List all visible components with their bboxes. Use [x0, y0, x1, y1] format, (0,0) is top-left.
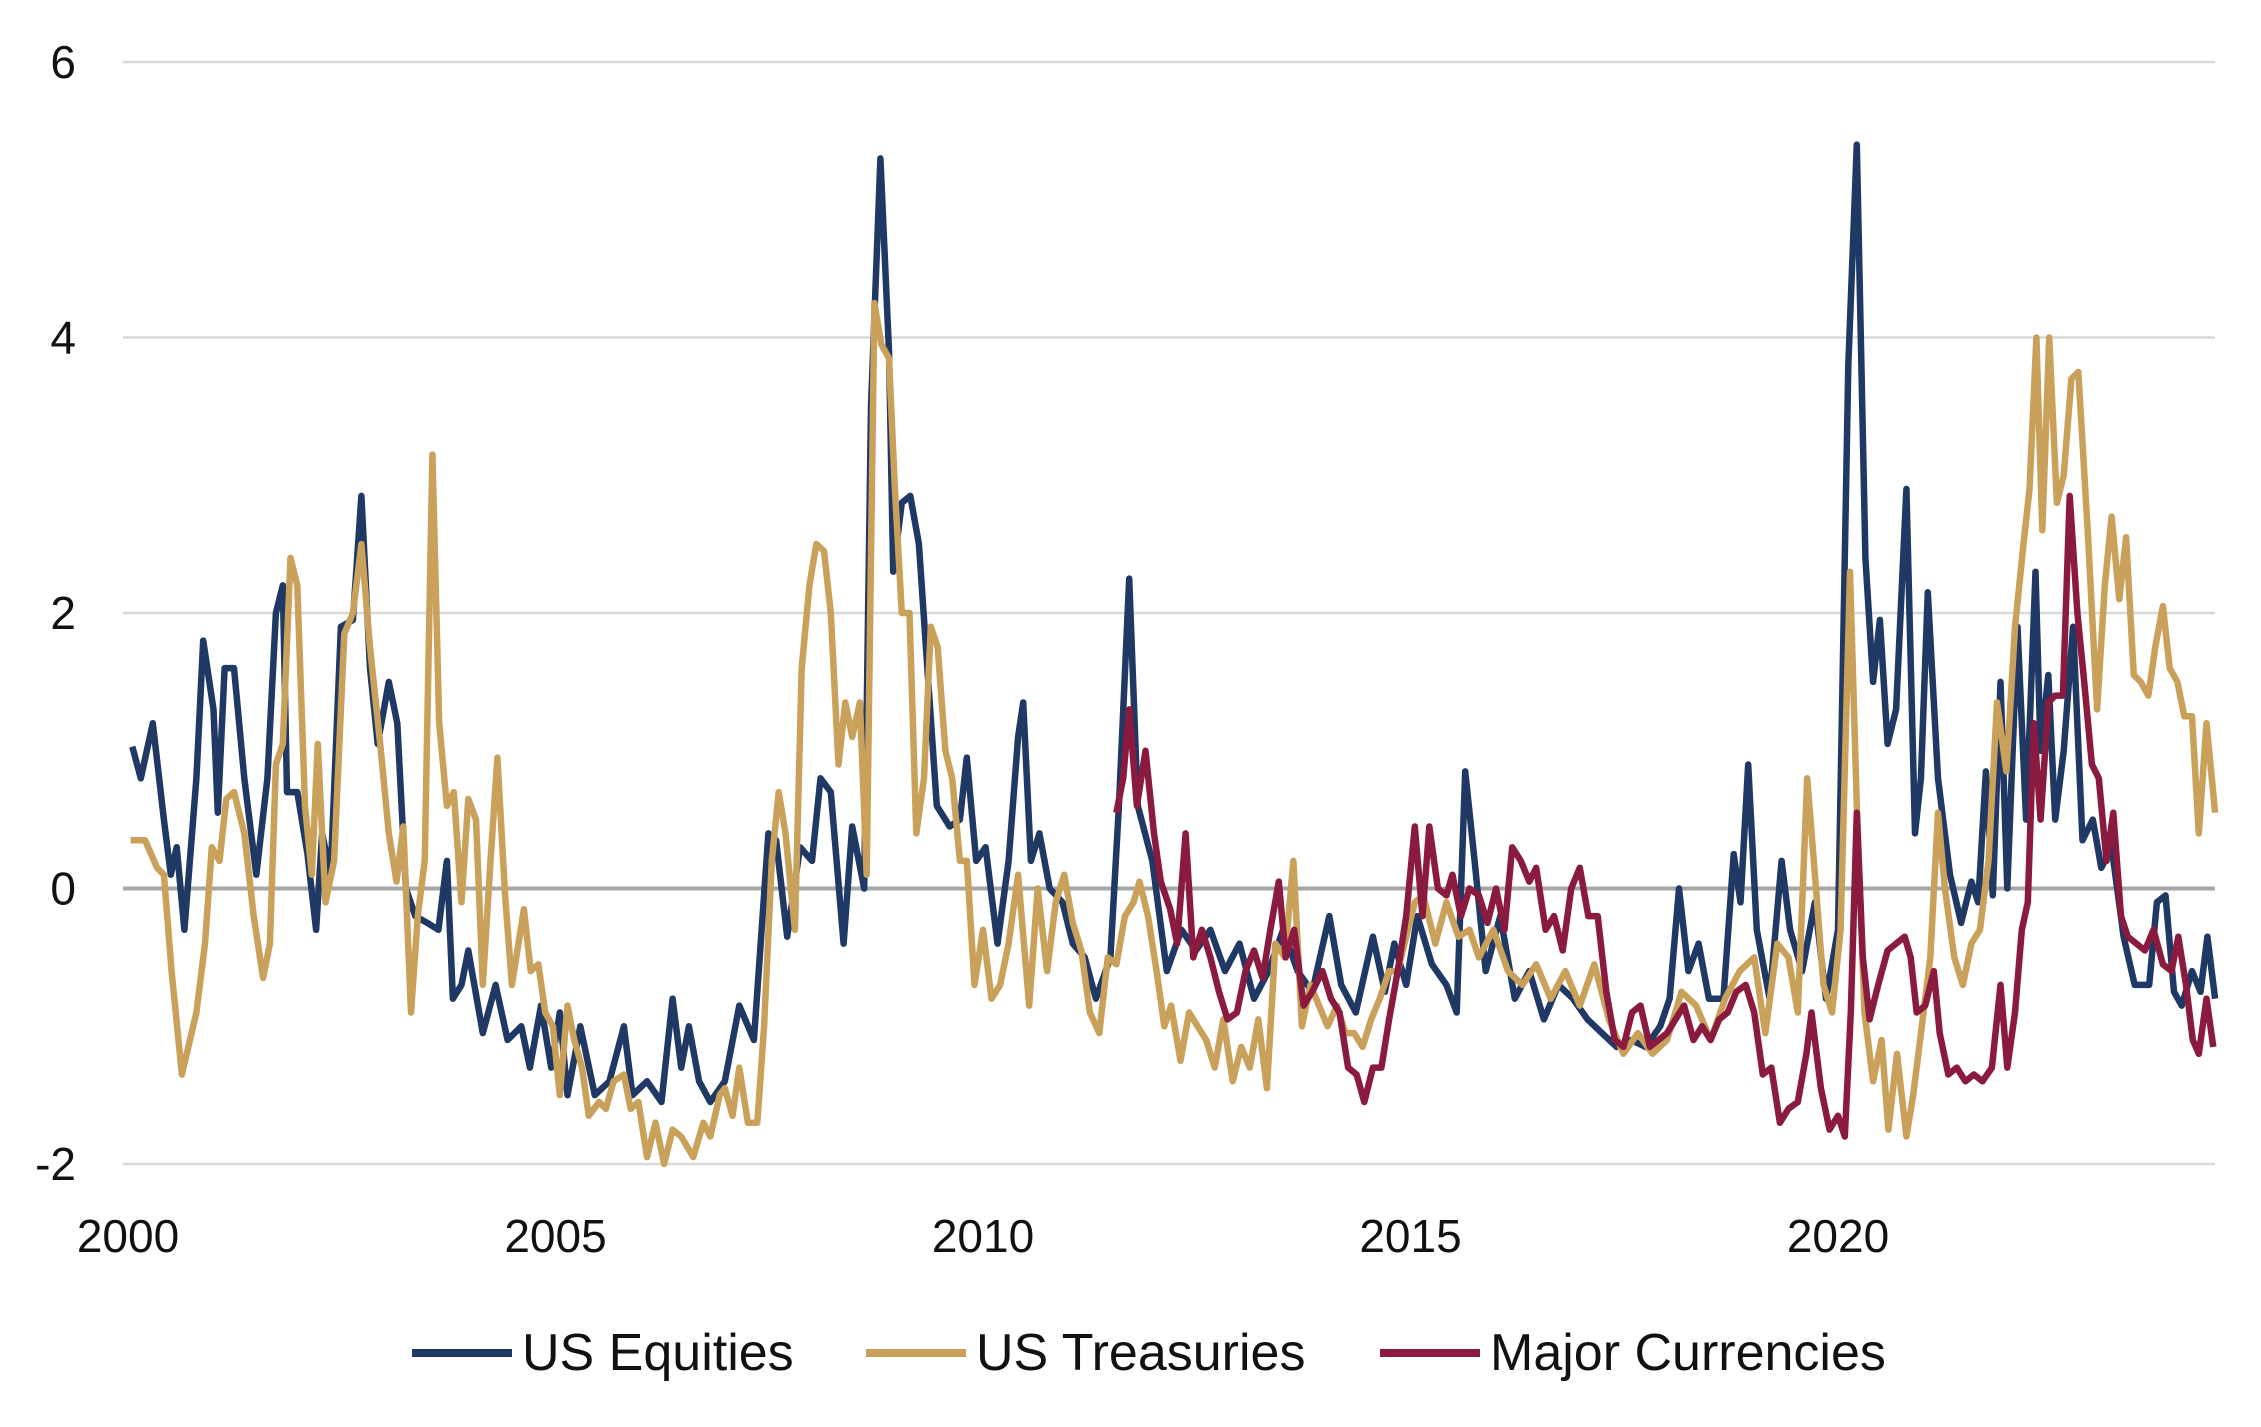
- y-tick-label: 2: [50, 587, 76, 639]
- series-line-us-equities: [129, 141, 2219, 1106]
- x-tick-label: 2015: [1359, 1210, 1461, 1262]
- legend-item-us-treasuries: US Treasuries: [866, 1318, 1305, 1388]
- series-line-us-treasuries: [130, 299, 2219, 1168]
- legend: US Equities US Treasuries Major Currenci…: [0, 1318, 2261, 1388]
- y-axis-tick-labels: 6 4 2 0 -2: [35, 36, 76, 1190]
- legend-item-us-equities: US Equities: [412, 1318, 794, 1388]
- series-line-major-currencies: [1113, 492, 2217, 1140]
- x-axis-tick-labels: 2000 2005 2010 2015 2020: [77, 1210, 1889, 1262]
- series-lines: [129, 141, 2219, 1168]
- legend-swatch: [412, 1349, 512, 1357]
- legend-label: US Equities: [522, 1324, 794, 1382]
- legend-label: Major Currencies: [1490, 1324, 1886, 1382]
- x-tick-label: 2000: [77, 1210, 179, 1262]
- legend-label: US Treasuries: [976, 1324, 1306, 1382]
- legend-swatch: [866, 1349, 966, 1357]
- x-tick-label: 2020: [1787, 1210, 1889, 1262]
- gridlines: [123, 60, 2215, 1166]
- x-tick-label: 2010: [932, 1210, 1034, 1262]
- y-tick-label: 0: [50, 863, 76, 915]
- legend-swatch: [1380, 1349, 1480, 1357]
- y-tick-label: 6: [50, 36, 76, 88]
- x-tick-label: 2005: [504, 1210, 606, 1262]
- y-tick-label: -2: [35, 1138, 76, 1190]
- legend-item-major-currencies: Major Currencies: [1380, 1318, 1886, 1388]
- y-tick-label: 4: [50, 312, 76, 364]
